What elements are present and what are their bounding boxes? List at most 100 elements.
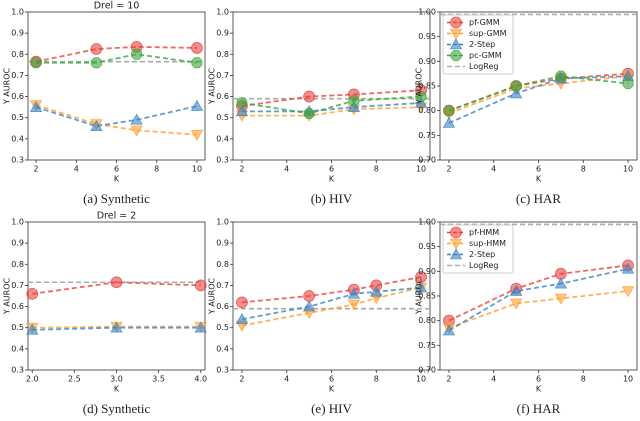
x-tick-label: 8 [374,375,379,384]
marker [303,90,316,103]
marker [509,284,523,296]
y-tick-label: 0.6 [11,302,24,311]
caption: (e) HIV [311,401,352,416]
y-tick-label: 1.0 [216,8,229,17]
panel: 0.3 0.4 0.5 0.6 0.7 0.8 0.9 1.0 2 4 6 8 10 K Y AUROC (b… [208,8,431,206]
marker [442,116,456,128]
x-tick-label: 6 [114,165,119,174]
x-tick-label: 8 [581,165,586,174]
y-tick-label: 0.70 [418,366,436,375]
marker [442,324,456,336]
series-line [448,72,629,112]
x-tick-label: 4 [491,165,496,174]
x-axis-label: K [536,175,542,184]
marker [370,285,383,297]
panel-title: Drel = 2 [97,211,137,222]
plot-frame [232,11,431,161]
series-line [448,75,629,124]
marker [194,321,207,333]
marker [303,290,316,302]
marker [450,226,462,239]
x-axis-label: K [536,385,542,394]
y-axis-label: Y AUROC [3,67,12,105]
marker [347,299,361,311]
y-tick-label: 1.00 [418,218,436,227]
marker [510,80,522,92]
marker [190,129,204,141]
marker [130,113,143,125]
caption: (f) HAR [517,401,561,416]
y-tick-label: 0.3 [11,366,24,375]
y-tick-label: 0.8 [216,260,229,269]
legend-label: sup-GMM [469,29,507,38]
legend-label: pf-GMM [469,18,500,27]
marker [449,238,463,250]
y-tick-label: 0.75 [418,341,436,350]
y-tick-label: 1.0 [11,218,24,227]
panel: 0.3 0.4 0.5 0.6 0.7 0.8 0.9 1.0 2 4 6 8 10 K Y AUROC (e… [208,218,431,416]
marker [414,96,428,108]
marker [509,298,523,310]
marker [235,105,249,117]
y-tick-label: 0.4 [11,344,24,353]
marker [622,78,634,90]
series-line [241,102,422,113]
legend-label: pc-GMM [469,51,502,60]
x-tick-label: 3.0 [110,375,123,384]
marker [29,100,43,112]
x-tick-label: 6 [536,375,541,384]
legend-label: sup-HMM [469,239,506,248]
panel: 0.3 0.4 0.5 0.6 0.7 0.8 0.9 1.0 2.0 2.5 3.0 3.5 4.0 D… [3,211,208,416]
marker [110,276,123,289]
x-tick-label: 8 [374,165,379,174]
y-tick-label: 0.6 [11,92,24,101]
y-tick-label: 0.85 [418,82,436,91]
y-tick-label: 0.8 [11,260,24,269]
panel: 0.3 0.4 0.5 0.6 0.7 0.8 0.9 1.0 2 4 6 8 10 Drel = 10 K… [3,1,206,206]
y-tick-label: 0.8 [216,50,229,59]
series-line [448,264,629,322]
y-tick-label: 0.7 [216,71,229,80]
marker [302,300,316,312]
series-line [35,104,198,136]
marker [443,105,455,117]
marker [449,248,463,260]
x-tick-label: 10 [623,165,633,174]
y-tick-label: 0.9 [216,239,229,248]
series-line [32,281,201,295]
x-tick-label: 2.0 [26,375,39,384]
y-tick-label: 0.90 [418,267,436,276]
y-tick-label: 0.4 [216,344,229,353]
y-tick-label: 0.80 [418,316,436,325]
x-tick-label: 8 [154,165,159,174]
y-tick-label: 0.90 [418,57,436,66]
legend-label: 2-Step [469,40,495,49]
y-axis-label: Y AUROC [415,67,424,105]
y-tick-label: 0.3 [11,156,24,165]
plot-frame [27,221,206,371]
x-tick-label: 2 [446,375,451,384]
series-line [448,75,629,112]
y-tick-label: 0.5 [216,113,229,122]
y-tick-label: 0.5 [11,113,24,122]
marker [414,281,428,293]
x-tick-label: 10 [192,165,202,174]
marker [191,42,203,54]
marker [348,95,360,107]
marker [131,48,143,60]
legend-label: 2-Step [469,250,495,259]
series-line [241,89,422,107]
y-tick-label: 0.4 [216,134,229,143]
marker [90,57,102,69]
caption: (c) HAR [516,191,561,206]
y-tick-label: 0.7 [11,71,24,80]
legend-label: LogReg [469,261,499,270]
x-axis-label: K [329,385,335,394]
x-tick-label: 2 [239,165,244,174]
y-tick-label: 0.85 [418,292,436,301]
caption: (d) Synthetic [83,401,151,416]
y-tick-label: 0.4 [11,134,24,143]
y-axis-label: Y AUROC [208,67,217,105]
x-axis-label: K [114,175,120,184]
